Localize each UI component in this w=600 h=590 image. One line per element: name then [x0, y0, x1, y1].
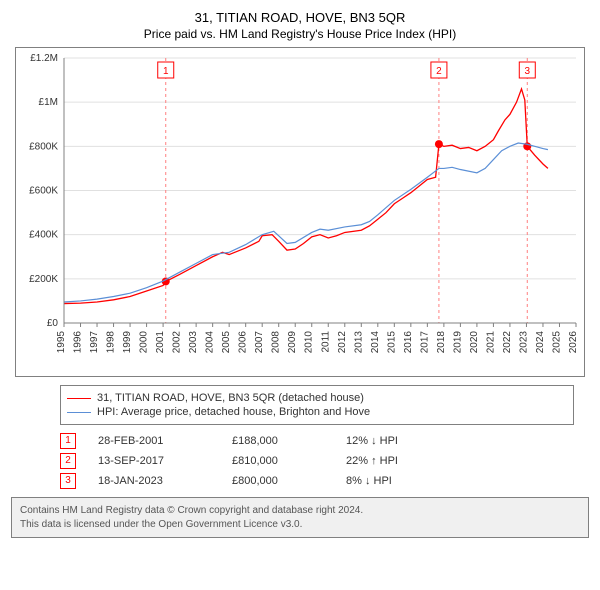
- tx-price: £800,000: [232, 475, 342, 487]
- svg-text:1998: 1998: [106, 331, 117, 354]
- svg-text:1999: 1999: [122, 331, 133, 354]
- svg-text:2020: 2020: [469, 331, 480, 354]
- tx-delta: 12% ↓ HPI: [346, 435, 466, 447]
- svg-text:2: 2: [436, 66, 442, 77]
- svg-text:2022: 2022: [502, 331, 513, 354]
- transaction-row: 1 28-FEB-2001 £188,000 12% ↓ HPI: [60, 433, 560, 449]
- transaction-row: 3 18-JAN-2023 £800,000 8% ↓ HPI: [60, 473, 560, 489]
- svg-text:2018: 2018: [436, 331, 447, 354]
- svg-text:2006: 2006: [238, 331, 249, 354]
- legend-label: 31, TITIAN ROAD, HOVE, BN3 5QR (detached…: [97, 392, 364, 404]
- page-subtitle: Price paid vs. HM Land Registry's House …: [10, 27, 590, 41]
- svg-text:£1.2M: £1.2M: [30, 53, 58, 64]
- tx-date: 13-SEP-2017: [98, 455, 228, 467]
- svg-text:2001: 2001: [155, 331, 166, 354]
- svg-text:2002: 2002: [172, 331, 183, 354]
- svg-text:2026: 2026: [568, 331, 579, 354]
- tx-price: £188,000: [232, 435, 342, 447]
- marker-badge: 2: [60, 453, 76, 469]
- svg-text:2025: 2025: [551, 331, 562, 354]
- chart-svg: £0 £200K £400K £600K £800K £1M £1.2M 1995 1996 19…: [16, 48, 584, 376]
- svg-text:2014: 2014: [370, 331, 381, 354]
- svg-text:2008: 2008: [271, 331, 282, 354]
- footer-line: Contains HM Land Registry data © Crown c…: [20, 504, 580, 518]
- legend-swatch: [67, 398, 91, 399]
- legend-swatch: [67, 412, 91, 413]
- svg-text:2007: 2007: [254, 331, 265, 354]
- transaction-table: 1 28-FEB-2001 £188,000 12% ↓ HPI 2 13-SE…: [60, 433, 560, 489]
- legend-item: 31, TITIAN ROAD, HOVE, BN3 5QR (detached…: [67, 392, 567, 404]
- page-title: 31, TITIAN ROAD, HOVE, BN3 5QR: [10, 10, 590, 25]
- svg-text:2019: 2019: [452, 331, 463, 354]
- svg-text:2011: 2011: [320, 331, 331, 353]
- price-chart: £0 £200K £400K £600K £800K £1M £1.2M 1995 1996 19…: [15, 47, 585, 377]
- svg-text:£200K: £200K: [29, 274, 58, 285]
- legend-label: HPI: Average price, detached house, Brig…: [97, 406, 370, 418]
- svg-text:£600K: £600K: [29, 186, 58, 197]
- svg-text:2021: 2021: [485, 331, 496, 354]
- svg-text:2012: 2012: [337, 331, 348, 354]
- svg-text:£800K: £800K: [29, 141, 58, 152]
- svg-text:£0: £0: [47, 318, 59, 329]
- svg-text:2017: 2017: [419, 331, 430, 354]
- svg-text:2016: 2016: [403, 331, 414, 354]
- svg-text:2010: 2010: [304, 331, 315, 354]
- svg-text:1: 1: [163, 66, 169, 77]
- svg-text:2000: 2000: [139, 331, 150, 354]
- attribution-footer: Contains HM Land Registry data © Crown c…: [11, 497, 589, 538]
- svg-text:1997: 1997: [89, 331, 100, 354]
- tx-date: 18-JAN-2023: [98, 475, 228, 487]
- tx-date: 28-FEB-2001: [98, 435, 228, 447]
- svg-text:£400K: £400K: [29, 230, 58, 241]
- svg-text:1995: 1995: [56, 331, 67, 354]
- legend-item: HPI: Average price, detached house, Brig…: [67, 406, 567, 418]
- svg-text:2003: 2003: [188, 331, 199, 354]
- svg-text:2013: 2013: [353, 331, 364, 354]
- tx-delta: 22% ↑ HPI: [346, 455, 466, 467]
- tx-delta: 8% ↓ HPI: [346, 475, 466, 487]
- footer-line: This data is licensed under the Open Gov…: [20, 518, 580, 532]
- svg-text:£1M: £1M: [39, 97, 58, 108]
- marker-badge: 1: [60, 433, 76, 449]
- marker-badge: 3: [60, 473, 76, 489]
- legend: 31, TITIAN ROAD, HOVE, BN3 5QR (detached…: [60, 385, 574, 425]
- svg-text:2024: 2024: [535, 331, 546, 354]
- tx-price: £810,000: [232, 455, 342, 467]
- svg-text:2023: 2023: [518, 331, 529, 354]
- svg-text:2004: 2004: [205, 331, 216, 354]
- svg-text:1996: 1996: [73, 331, 84, 354]
- transaction-row: 2 13-SEP-2017 £810,000 22% ↑ HPI: [60, 453, 560, 469]
- svg-text:2005: 2005: [221, 331, 232, 354]
- svg-text:2009: 2009: [287, 331, 298, 354]
- page: 31, TITIAN ROAD, HOVE, BN3 5QR Price pai…: [0, 0, 600, 548]
- svg-text:2015: 2015: [386, 331, 397, 354]
- svg-text:3: 3: [524, 66, 530, 77]
